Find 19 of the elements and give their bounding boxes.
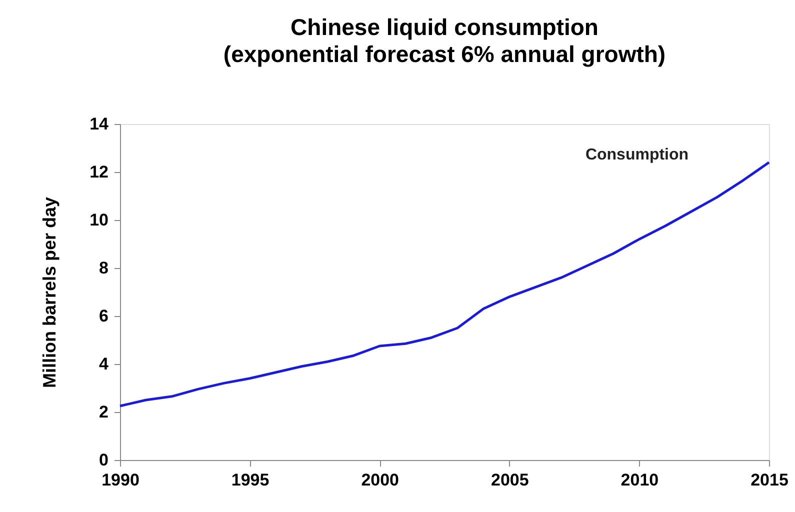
y-tick-label: 12: [90, 162, 108, 182]
x-tick-label: 1990: [102, 470, 140, 490]
x-tick-label: 2015: [750, 470, 788, 490]
x-tick-label: 2000: [361, 470, 400, 490]
chart-subtitle: (exponential forecast 6% annual growth): [223, 41, 666, 67]
y-tick-label: 14: [90, 114, 110, 134]
x-tick-label: 1995: [231, 470, 270, 490]
chart-title: Chinese liquid consumption: [290, 14, 598, 40]
y-tick-label: 8: [99, 258, 108, 278]
y-tick-label: 0: [99, 450, 108, 470]
y-tick-label: 10: [90, 210, 108, 230]
x-tick-label: 2010: [620, 470, 659, 490]
y-tick-label: 2: [99, 402, 108, 422]
y-axis-title: Million barrels per day: [40, 196, 60, 388]
line-series: [118, 161, 770, 408]
x-tick-label: 2005: [490, 470, 529, 490]
y-tick-label: 6: [99, 306, 108, 326]
text: Consumption: [585, 146, 689, 164]
y-tick-label: 4: [99, 354, 110, 374]
